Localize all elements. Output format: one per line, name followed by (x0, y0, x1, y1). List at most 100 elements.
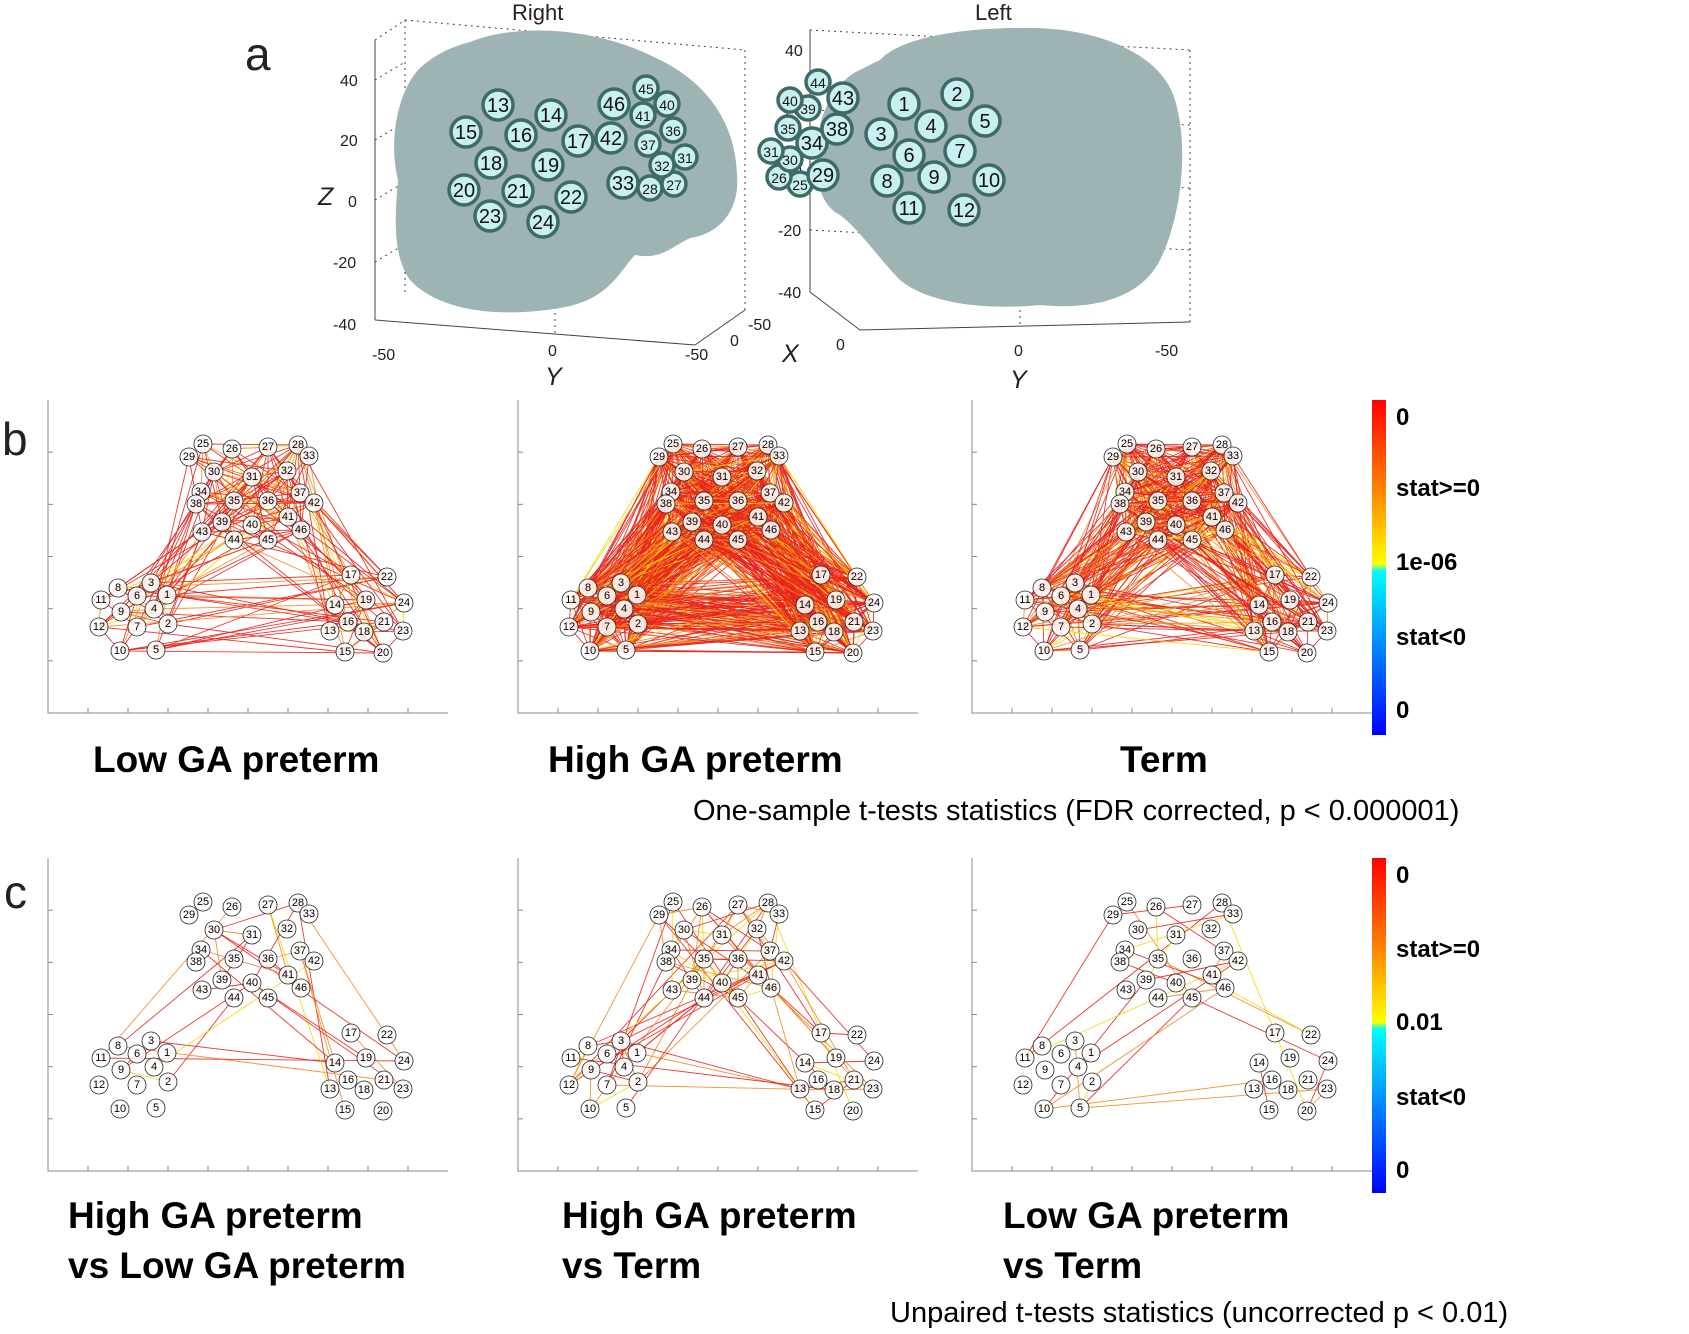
edge (770, 987, 801, 1090)
edge (665, 492, 771, 505)
node-38 (656, 952, 676, 972)
channel-label-19: 19 (537, 155, 559, 177)
edge (568, 914, 660, 1086)
node-label-20: 20 (377, 647, 389, 659)
node-45 (1182, 988, 1202, 1008)
node-label-9: 9 (588, 1064, 594, 1076)
node-43 (1116, 522, 1136, 542)
node-label-29: 29 (1107, 909, 1119, 921)
channel-marker-32 (648, 151, 676, 179)
edge (783, 960, 875, 1062)
node-32 (747, 919, 767, 939)
channel-marker-1 (887, 87, 921, 121)
node-label-10: 10 (584, 1103, 596, 1115)
node-35 (694, 491, 714, 511)
node-19 (826, 1048, 846, 1068)
node-label-13: 13 (794, 625, 806, 637)
node-3 (1065, 573, 1085, 593)
plot-axes (517, 858, 918, 1172)
node-label-5: 5 (153, 644, 159, 656)
node-label-6: 6 (1058, 1048, 1064, 1060)
network-title: Low GA preterm (93, 739, 379, 780)
node-17 (341, 565, 361, 585)
node-label-4: 4 (621, 603, 627, 615)
node-label-20: 20 (847, 1105, 859, 1117)
node-label-26: 26 (696, 443, 708, 455)
node-31 (242, 925, 262, 945)
node-label-25: 25 (667, 438, 679, 450)
node-5 (616, 1098, 636, 1118)
y-tick: 0 (1014, 343, 1023, 360)
node-16 (1262, 1070, 1282, 1090)
node-label-14: 14 (329, 599, 341, 611)
colorbar-label: 0 (1396, 404, 1409, 431)
edge (1221, 444, 1328, 632)
node-13 (790, 621, 810, 641)
node-label-35: 35 (1152, 495, 1164, 507)
channel-marker-40 (776, 86, 804, 114)
brain-left-view: Left 40 20 0 -20 -40 0 -50 0 Y 123456789… (757, 0, 1191, 394)
node-9 (1035, 602, 1055, 622)
channel-marker-20 (447, 173, 481, 207)
node-40 (242, 515, 262, 535)
edge (1191, 470, 1212, 541)
node-label-24: 24 (398, 597, 410, 609)
node-label-25: 25 (197, 896, 209, 908)
node-27 (1182, 437, 1202, 457)
node-29 (649, 447, 669, 467)
node-2 (1082, 614, 1102, 634)
x-axis-label: X (781, 340, 800, 368)
edge (1119, 502, 1239, 505)
node-38 (656, 494, 676, 514)
node-label-7: 7 (604, 621, 610, 633)
node-label-37: 37 (764, 487, 776, 499)
node-5 (1070, 1098, 1090, 1118)
node-label-16: 16 (812, 616, 824, 628)
node-2 (158, 614, 178, 634)
node-label-36: 36 (262, 495, 274, 507)
node-label-28: 28 (762, 897, 774, 909)
edge (213, 471, 235, 541)
node-11 (561, 1048, 581, 1068)
node-35 (1148, 491, 1168, 511)
node-label-29: 29 (653, 451, 665, 463)
node-label-45: 45 (262, 992, 274, 1004)
node-label-10: 10 (1038, 645, 1050, 657)
node-label-19: 19 (1284, 594, 1296, 606)
node-36 (258, 491, 278, 511)
edge (350, 574, 384, 654)
node-label-3: 3 (618, 577, 624, 589)
channel-label-2: 2 (951, 84, 962, 106)
node-9 (1035, 1060, 1055, 1080)
node-label-21: 21 (848, 616, 860, 628)
channel-label-1: 1 (898, 94, 909, 116)
node-label-19: 19 (360, 1052, 372, 1064)
node-23 (393, 621, 413, 641)
node-label-28: 28 (762, 439, 774, 451)
node-22 (847, 1025, 867, 1045)
node-35 (1148, 949, 1168, 969)
y-axis-label: Y (1010, 366, 1029, 394)
node-36 (1182, 491, 1202, 511)
node-13 (320, 1079, 340, 1099)
z-tick: -20 (778, 223, 801, 240)
edge (117, 587, 169, 625)
node-label-35: 35 (1152, 953, 1164, 965)
node-17 (1265, 565, 1285, 585)
channel-marker-34 (795, 126, 829, 160)
node-label-8: 8 (115, 582, 121, 594)
node-31 (712, 925, 732, 945)
channel-label-40: 40 (659, 97, 675, 113)
edge (1232, 455, 1312, 578)
edge (150, 582, 349, 623)
axis-line (374, 319, 696, 346)
channel-label-15: 15 (455, 122, 477, 144)
node-16 (338, 612, 358, 632)
node-13 (790, 1079, 810, 1099)
node-label-7: 7 (604, 1079, 610, 1091)
node-label-16: 16 (342, 616, 354, 628)
channel-marker-10 (972, 163, 1006, 197)
edge (313, 502, 405, 604)
node-21 (374, 1070, 394, 1090)
edge (658, 914, 816, 1111)
